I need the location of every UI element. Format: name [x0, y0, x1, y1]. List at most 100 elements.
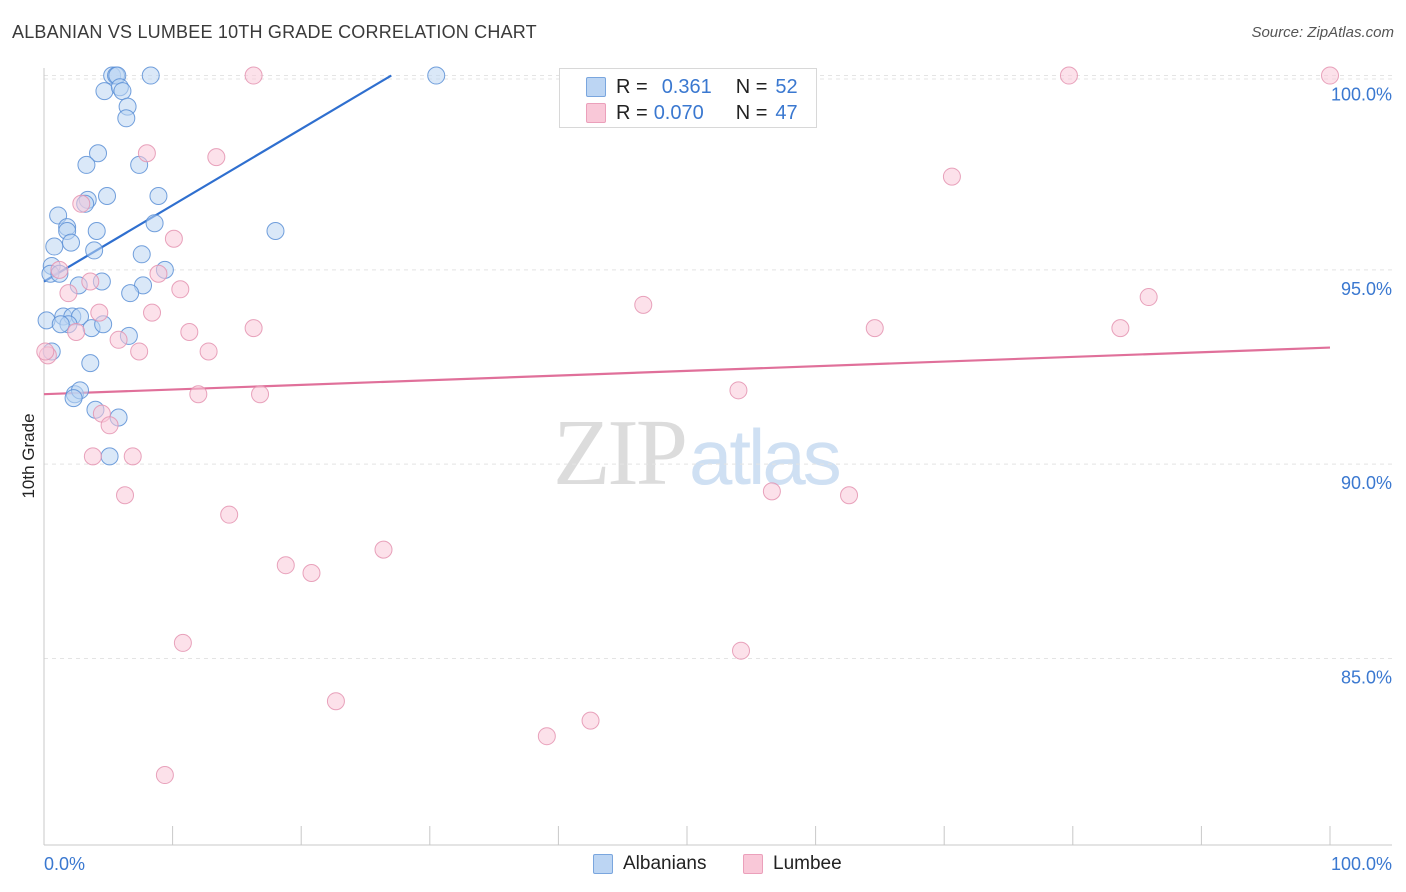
albanians-point [266, 221, 285, 240]
albanians-n-value: 52 [775, 75, 798, 98]
lumbee-swatch [586, 103, 606, 123]
lumbee-point [109, 330, 128, 349]
lumbee-point [762, 482, 781, 501]
albanians-point [427, 66, 446, 85]
lumbee-point [244, 319, 263, 338]
albanians-bottom-label: Albanians [623, 853, 707, 874]
lumbee-point [143, 303, 162, 322]
lumbee-point [130, 342, 149, 361]
albanians-point [89, 144, 108, 163]
albanians-point [95, 82, 114, 101]
lumbee-point [149, 264, 168, 283]
albanians-point [132, 245, 151, 264]
lumbee-point [732, 641, 751, 660]
lumbee-point [137, 144, 156, 163]
lumbee-point [1059, 66, 1078, 85]
lumbee-point [171, 280, 190, 299]
lumbee-r-value: 0.070 [653, 101, 704, 124]
y-tick-label: 95.0% [1341, 279, 1392, 299]
lumbee-point [865, 319, 884, 338]
lumbee-point [36, 342, 55, 361]
lumbee-point [123, 447, 142, 466]
lumbee-point [59, 284, 78, 303]
albanians-point [121, 284, 140, 303]
lumbee-bottom-label: Lumbee [773, 853, 842, 874]
source-label: Source: ZipAtlas.com [1251, 24, 1394, 41]
lumbee-point [374, 540, 393, 559]
albanians-point [62, 233, 81, 252]
albanians-point [141, 66, 160, 85]
lumbee-point [220, 505, 239, 524]
albanians-point [113, 82, 132, 101]
lumbee-point [1321, 66, 1339, 85]
lumbee-point [81, 272, 100, 291]
lumbee-trend-line [43, 346, 1331, 396]
albanians-point [100, 447, 119, 466]
albanians-point [45, 237, 64, 256]
lumbee-point [251, 385, 270, 404]
lumbee-point [537, 727, 556, 746]
x-tick-label-max: 100.0% [1331, 854, 1392, 874]
lumbee-point [581, 711, 600, 730]
lumbee-point [180, 323, 199, 342]
lumbee-point [276, 556, 295, 575]
albanians-point [64, 389, 83, 408]
albanians-swatch [586, 77, 606, 97]
albanians-point [51, 315, 70, 334]
lumbee-point [207, 148, 226, 167]
albanians-n-label: N = [735, 75, 768, 98]
legend-row-lumbee: R = 0.070 N = 47 [560, 100, 798, 126]
chart-title: ALBANIAN VS LUMBEE 10TH GRADE CORRELATIO… [12, 22, 537, 42]
lumbee-point [1111, 319, 1130, 338]
lumbee-point [729, 381, 748, 400]
lumbee-point [90, 303, 109, 322]
bottom-legend-lumbee: Lumbee [743, 852, 842, 876]
label-layer: 85.0% 90.0% 95.0% 100.0% 0.0% 100.0% 10th Grad… [19, 85, 1392, 874]
albanians-point [81, 354, 100, 373]
legend-row-albanians: R = 0.361 N = 52 [560, 74, 798, 100]
watermark: ZIPatlas [553, 398, 842, 507]
albanians-point [145, 214, 164, 233]
lumbee-point [840, 486, 859, 505]
y-tick-label: 85.0% [1341, 667, 1392, 687]
watermark-zip: ZIP [553, 401, 688, 505]
lumbee-point [1139, 288, 1158, 307]
lumbee-n-label: N = [735, 101, 768, 124]
albanians-point [149, 187, 168, 206]
lumbee-n-value: 47 [775, 101, 798, 124]
albanians-point [98, 187, 117, 206]
lumbee-point [199, 342, 218, 361]
lumbee-point [244, 66, 263, 85]
albanians-bottom-swatch [593, 854, 613, 874]
grid-layer [44, 75, 1392, 659]
axis-layer [43, 68, 1392, 846]
albanians-point [117, 109, 136, 128]
lumbee-point [155, 766, 174, 785]
albanians-point [85, 241, 104, 260]
lumbee-point [50, 260, 69, 279]
points-layer [36, 66, 1339, 785]
lumbee-point [173, 633, 192, 652]
lumbee-point [100, 416, 119, 435]
correlation-legend: R = 0.361 N = 52 R = 0.070 N = 47 [559, 68, 817, 128]
lumbee-point [189, 385, 208, 404]
lumbee-point [164, 229, 183, 248]
x-tick-label-min: 0.0% [44, 854, 85, 874]
lumbee-point [634, 295, 653, 314]
y-tick-label: 100.0% [1331, 85, 1392, 105]
albanians-point [87, 221, 106, 240]
bottom-legend-albanians: Albanians [593, 852, 706, 876]
y-axis-title: 10th Grade [19, 413, 38, 498]
albanians-r-label: R = [616, 75, 648, 98]
lumbee-point [942, 167, 961, 186]
lumbee-point [302, 563, 321, 582]
albanians-r-value: 0.361 [661, 75, 712, 98]
lumbee-point [67, 323, 86, 342]
lumbee-r-label: R = [616, 101, 648, 124]
lumbee-bottom-swatch [743, 854, 763, 874]
lumbee-point [326, 692, 345, 711]
albanians-point [77, 155, 96, 174]
lumbee-point [116, 486, 135, 505]
lumbee-point [72, 194, 91, 213]
